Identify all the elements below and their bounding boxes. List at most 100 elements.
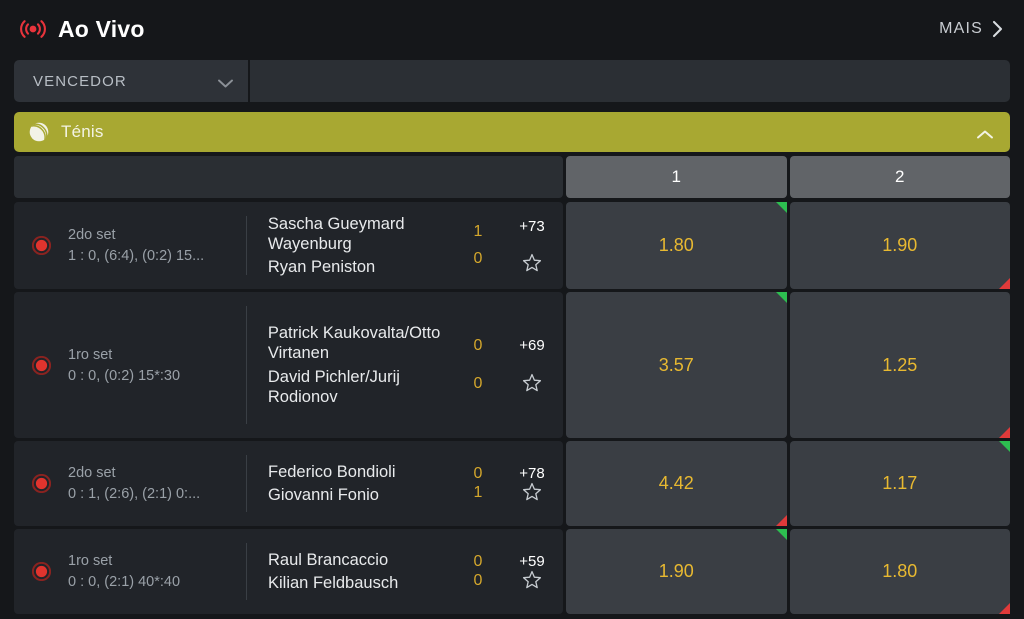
star-outline-icon[interactable]	[522, 253, 542, 273]
table-row: 1ro set 0 : 0, (2:1) 40*:40 Raul Brancac…	[14, 529, 1010, 614]
live-indicator	[14, 561, 68, 582]
odds-value: 1.90	[658, 561, 694, 581]
star-outline-icon[interactable]	[522, 373, 542, 393]
sport-group-name: Ténis	[61, 122, 104, 141]
player-name-2: Giovanni Fonio	[268, 486, 379, 504]
odds-trend-up-icon	[775, 529, 787, 540]
column-header-blank	[14, 156, 563, 198]
player-score-1: 0	[473, 553, 483, 571]
row-extras: +78	[501, 461, 563, 506]
market-type-label: VENCEDOR	[33, 72, 127, 90]
match-set-label: 1ro set	[68, 346, 113, 363]
row-extras: +59	[501, 549, 563, 594]
match-points: 0 : 0, (2:1) 40*:40	[68, 574, 181, 590]
star-outline-icon[interactable]	[522, 570, 542, 590]
odds-trend-down-icon	[775, 515, 787, 526]
odds-value: 1.80	[882, 561, 918, 581]
live-dot-icon	[31, 561, 51, 582]
live-indicator	[14, 473, 68, 494]
player-scores: 1 0	[455, 214, 501, 277]
star-outline-icon[interactable]	[522, 482, 542, 502]
tennis-ball-icon	[28, 121, 50, 143]
player-name-2: Ryan Peniston	[267, 258, 376, 277]
divider	[246, 216, 247, 275]
more-markets-count[interactable]: +73	[519, 217, 545, 235]
match-info[interactable]: 2do set 0 : 1, (2:6), (2:1) 0:... Federi…	[14, 441, 563, 526]
player-score-1: 0	[473, 465, 483, 483]
top-header: Ao Vivo MAIS	[0, 0, 1024, 58]
odds-button-1[interactable]: 4.42	[566, 441, 787, 526]
sport-group-header-tenis[interactable]: Ténis	[14, 112, 1010, 152]
match-info[interactable]: 1ro set 0 : 0, (2:1) 40*:40 Raul Brancac…	[14, 529, 563, 614]
more-markets-count[interactable]: +78	[519, 465, 545, 482]
row-extras: +73	[501, 214, 563, 277]
player-name-2: Kilian Feldbausch	[268, 574, 399, 592]
player-name-list: Sascha Gueymard Wayenburg Ryan Peniston	[268, 214, 455, 277]
match-set-label: 2do set	[68, 465, 116, 481]
divider	[246, 543, 247, 600]
match-players: Federico Bondioli Giovanni Fonio 0 1 +78	[247, 461, 563, 506]
odds-button-1[interactable]: 1.90	[566, 529, 787, 614]
odds-trend-down-icon	[999, 603, 1010, 614]
table-row: 1ro set 0 : 0, (0:2) 15*:30 Patrick Kauk…	[14, 292, 1010, 438]
player-scores: 0 1	[455, 461, 501, 506]
odds-button-2[interactable]: 1.17	[789, 441, 1010, 526]
live-dot-icon	[31, 355, 51, 375]
chevron-up-icon[interactable]	[976, 127, 994, 138]
match-score-meta: 2do set 0 : 1, (2:6), (2:1) 0:...	[68, 465, 246, 502]
player-score-1: 0	[473, 337, 483, 355]
player-scores: 0 0	[455, 323, 501, 407]
table-row: 2do set 0 : 1, (2:6), (2:1) 0:... Federi…	[14, 441, 1010, 526]
odds-trend-up-icon	[999, 441, 1010, 452]
match-points: 1 : 0, (6:4), (0:2) 15...	[68, 248, 205, 264]
column-header-2[interactable]: 2	[789, 156, 1010, 198]
odds-button-1[interactable]: 3.57	[566, 292, 787, 438]
player-name-2: David Pichler/Jurij Rodionov	[267, 367, 400, 406]
odds-button-2[interactable]: 1.80	[789, 529, 1010, 614]
divider	[246, 455, 247, 512]
odds-value: 1.90	[882, 235, 918, 255]
odds-button-2[interactable]: 1.90	[789, 202, 1010, 289]
odds-value: 1.25	[882, 354, 918, 375]
odds-button-1[interactable]: 1.80	[566, 202, 787, 289]
match-list: 2do set 1 : 0, (6:4), (0:2) 15... Sascha…	[14, 202, 1010, 614]
market-type-dropdown[interactable]: VENCEDOR	[14, 60, 248, 102]
more-button[interactable]: MAIS	[931, 14, 1006, 44]
live-indicator	[14, 355, 68, 375]
more-markets-count[interactable]: +59	[519, 553, 545, 570]
player-name-1: Raul Brancaccio	[268, 550, 389, 569]
match-players: Raul Brancaccio Kilian Feldbausch 0 0 +5…	[247, 549, 563, 594]
filter-bar-empty-area	[250, 60, 1010, 102]
match-score-meta: 1ro set 0 : 0, (2:1) 40*:40	[68, 553, 246, 590]
odds-trend-up-icon	[775, 292, 787, 303]
column-header-1[interactable]: 1	[566, 156, 787, 198]
chevron-right-icon	[991, 20, 1004, 38]
odds-trend-down-icon	[999, 427, 1010, 438]
odds-column-header-row: 1 2	[14, 156, 1010, 198]
match-points: 0 : 1, (2:6), (2:1) 0:...	[68, 486, 201, 502]
player-name-1: Patrick Kaukovalta/Otto Virtanen	[267, 324, 441, 363]
odds-trend-up-icon	[775, 202, 787, 213]
live-dot-icon	[31, 235, 51, 256]
table-row: 2do set 1 : 0, (6:4), (0:2) 15... Sascha…	[14, 202, 1010, 289]
more-markets-count[interactable]: +69	[519, 336, 545, 354]
live-indicator	[14, 235, 68, 256]
odds-trend-down-icon	[999, 278, 1010, 289]
player-score-2: 1	[473, 483, 483, 501]
match-info[interactable]: 2do set 1 : 0, (6:4), (0:2) 15... Sascha…	[14, 202, 563, 289]
match-set-label: 1ro set	[68, 553, 113, 569]
page-title: Ao Vivo	[58, 15, 145, 42]
player-score-2: 0	[473, 250, 483, 268]
more-label: MAIS	[939, 20, 983, 37]
chevron-down-icon	[217, 76, 234, 87]
odds-value: 3.57	[658, 354, 694, 375]
live-broadcast-icon	[20, 16, 46, 42]
odds-button-2[interactable]: 1.25	[789, 292, 1010, 438]
player-score-1: 1	[473, 222, 483, 240]
match-info[interactable]: 1ro set 0 : 0, (0:2) 15*:30 Patrick Kauk…	[14, 292, 563, 438]
player-score-2: 0	[473, 571, 483, 589]
match-points: 0 : 0, (0:2) 15*:30	[68, 367, 181, 384]
player-name-1: Sascha Gueymard Wayenburg	[267, 214, 405, 253]
player-name-list: Federico Bondioli Giovanni Fonio	[268, 462, 455, 505]
